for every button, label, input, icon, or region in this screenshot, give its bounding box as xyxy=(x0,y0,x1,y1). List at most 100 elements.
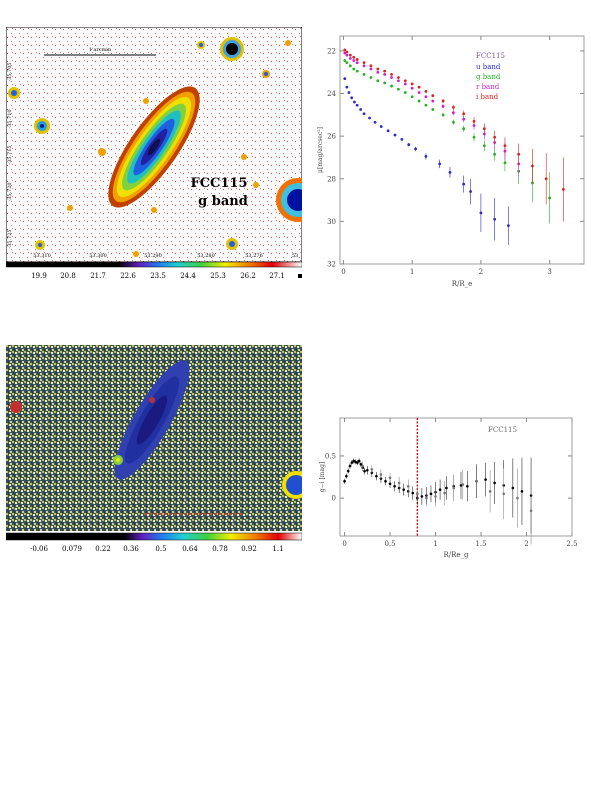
colorbar-tick: 20.8 xyxy=(60,272,76,280)
data-point xyxy=(348,56,352,60)
data-point xyxy=(362,72,366,76)
data-point xyxy=(441,99,445,103)
y-tick-label: 26 xyxy=(327,133,336,141)
data-point xyxy=(438,488,442,491)
data-point xyxy=(357,459,361,463)
data-point xyxy=(441,113,445,117)
colour-map-svg xyxy=(6,345,310,531)
data-point xyxy=(355,58,359,61)
colour-profile-chart: 0 0.5 1 1.5 2 2.5 0 0.5 R/Re_g g−i [mag] FCC115 xyxy=(310,410,590,560)
fcc115-colour-map-image xyxy=(6,345,310,531)
data-point xyxy=(363,469,366,473)
data-point xyxy=(407,143,411,147)
data-point xyxy=(402,488,405,491)
x-tick-label: 2 xyxy=(479,268,483,276)
data-point xyxy=(529,509,533,513)
colorbar-tick: 26.2 xyxy=(240,272,256,280)
y-tick-label: 30 xyxy=(327,218,336,226)
y-tick-label: 0 xyxy=(332,495,336,503)
colorbar-tick: 21.7 xyxy=(90,272,106,280)
data-point xyxy=(475,479,478,483)
data-point xyxy=(493,217,497,221)
data-point xyxy=(376,70,380,74)
data-point xyxy=(345,61,349,65)
data-point xyxy=(441,104,445,108)
data-point xyxy=(373,120,377,124)
data-point xyxy=(502,492,506,496)
data-point xyxy=(493,152,497,156)
data-point xyxy=(359,463,363,466)
data-point xyxy=(462,117,466,121)
data-point xyxy=(368,116,371,120)
data-point xyxy=(469,190,472,193)
colorbar-tick: 0.78 xyxy=(212,545,228,553)
data-point xyxy=(369,67,373,71)
data-point xyxy=(393,133,397,137)
ra-tick: 53.290 xyxy=(144,253,162,259)
data-point xyxy=(346,469,350,473)
chart-title: FCC115 xyxy=(488,426,517,434)
ra-tick: 53 xyxy=(292,253,298,259)
x-tick-label: 0.5 xyxy=(384,540,395,548)
data-point xyxy=(352,55,356,59)
x-axis-label: R/R_e xyxy=(452,280,473,288)
data-point xyxy=(362,112,366,116)
y-tick-label: 32 xyxy=(327,261,336,269)
data-point xyxy=(462,112,466,116)
data-point xyxy=(397,76,400,79)
object-label: FCC115 xyxy=(190,176,247,191)
data-point xyxy=(355,69,359,73)
y-axis-label: g−i [mag] xyxy=(319,462,326,492)
colorbar-tick: 0.64 xyxy=(182,545,198,553)
ra-tick: 53.310 xyxy=(33,253,51,259)
colorbar-tick: 0.5 xyxy=(155,545,166,553)
x-tick-label: 2 xyxy=(524,540,528,548)
data-point xyxy=(390,76,393,79)
band-label: g band xyxy=(198,194,248,209)
data-point xyxy=(424,154,428,158)
data-point xyxy=(424,90,428,93)
colorbar-tick: 22.6 xyxy=(120,272,136,280)
dec-tick: -35.710 xyxy=(7,109,13,128)
data-point xyxy=(410,86,414,90)
data-point xyxy=(420,495,424,498)
data-point xyxy=(448,170,452,174)
data-point xyxy=(375,474,378,478)
data-point xyxy=(359,108,363,111)
data-point xyxy=(403,91,407,94)
data-point xyxy=(429,492,433,496)
data-point xyxy=(416,492,419,496)
scale-bar-label: 1'arcmin xyxy=(89,47,112,53)
x-axis-label: R/Re_g xyxy=(443,551,469,559)
data-point xyxy=(414,147,418,151)
data-point xyxy=(406,484,410,488)
x-tick-label: 1 xyxy=(410,268,414,276)
data-point xyxy=(388,482,392,486)
data-point xyxy=(343,51,347,55)
data-point xyxy=(561,188,565,191)
data-point xyxy=(431,94,435,98)
y-tick-label: 0.5 xyxy=(325,452,336,460)
data-point xyxy=(503,161,507,165)
data-point xyxy=(348,53,352,57)
colorbar-colour-index: -0.06 0.079 0.22 0.36 0.5 0.64 0.78 0.92… xyxy=(5,531,303,555)
data-point xyxy=(397,79,400,83)
data-point xyxy=(345,53,349,57)
colorbar-surface-brightness: 19.9 20.8 21.7 22.6 23.5 24.4 25.3 26.2 … xyxy=(5,261,303,284)
data-point xyxy=(352,59,356,62)
data-point xyxy=(531,181,534,185)
data-point xyxy=(365,468,369,472)
colorbar-tick: 25.3 xyxy=(210,272,226,280)
data-point xyxy=(383,69,387,73)
data-point xyxy=(376,79,380,83)
colour-profile-svg: 0 0.5 1 1.5 2 2.5 0 0.5 R/Re_g g−i [mag] FCC115 xyxy=(319,417,578,559)
data-point xyxy=(411,491,415,495)
data-point xyxy=(462,127,466,131)
surface-brightness-profile-chart: 0 1 2 3 22 24 26 28 30 32 R/R_e μ[mag/arcsec²] FCC11… xyxy=(310,30,590,290)
colorbar-tick: 0.92 xyxy=(241,545,257,553)
y-tick-label: 28 xyxy=(327,175,336,183)
dec-tick: -35.715 xyxy=(7,145,13,164)
data-point xyxy=(544,177,548,181)
data-point xyxy=(438,162,442,166)
data-point xyxy=(350,461,354,464)
